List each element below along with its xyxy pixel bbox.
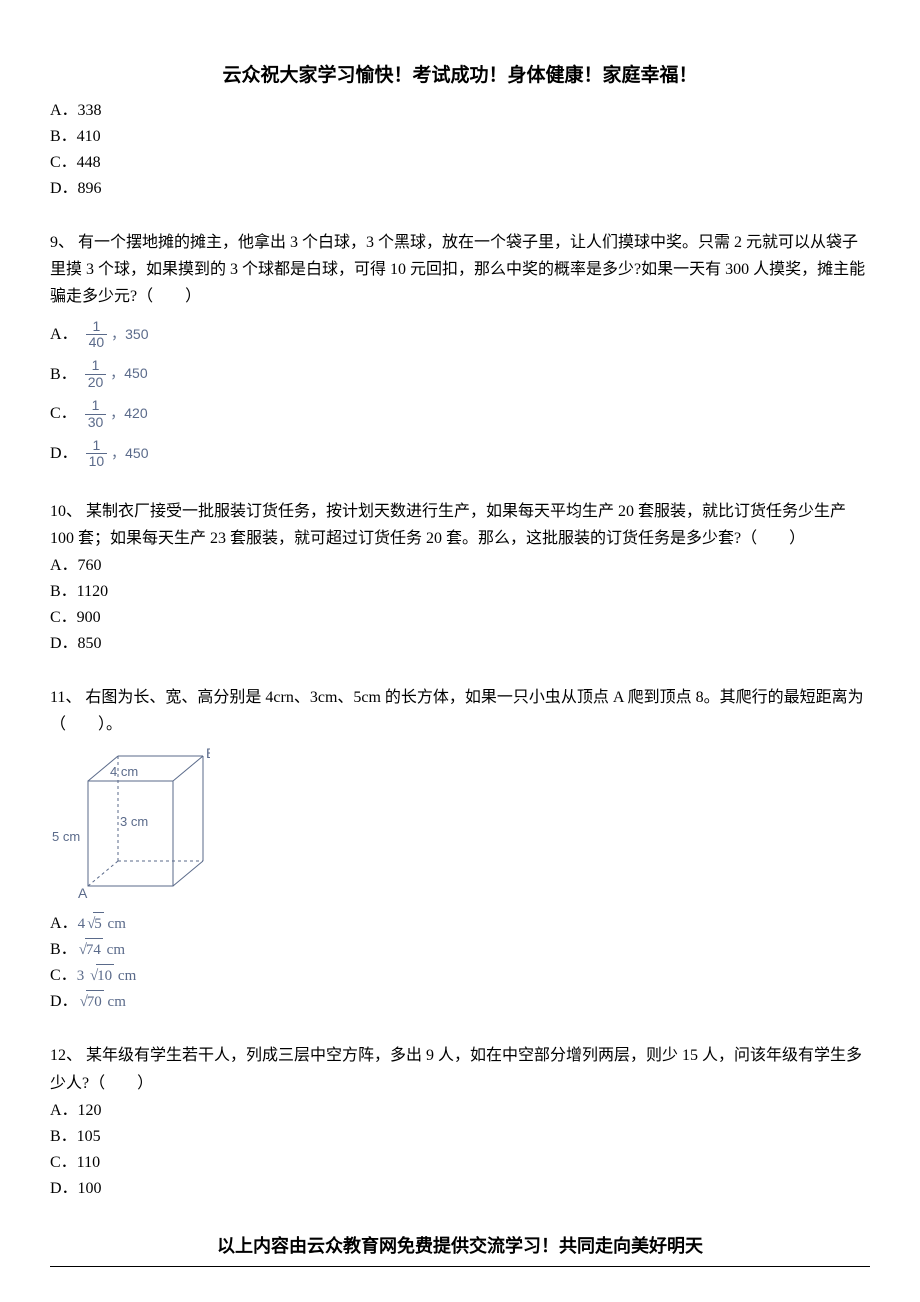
numerator: 1	[86, 319, 108, 335]
q12-option-d: D．100	[50, 1177, 870, 1201]
numerator: 1	[85, 358, 107, 374]
option-label: D．	[50, 993, 78, 1010]
q12-option-b: B．105	[50, 1125, 870, 1149]
option-label: A．	[50, 321, 78, 348]
q9-option-b: B． 1 20 ，450	[50, 358, 870, 390]
q8-option-b: B．410	[50, 125, 870, 149]
q9: 9、 有一个摆地摊的摊主，他拿出 3 个白球，3 个黑球，放在一个袋子里，让人们…	[50, 229, 870, 470]
denominator: 40	[86, 335, 108, 350]
sqrt-icon: 10	[88, 964, 114, 988]
q9-option-d: D． 1 10 ，450	[50, 438, 870, 470]
q10-option-c: C．900	[50, 606, 870, 630]
page-header: 云众祝大家学习愉快！考试成功！身体健康！家庭幸福！	[50, 60, 870, 87]
q10: 10、 某制衣厂接受一批服装订货任务，按计划天数进行生产，如果每天平均生产 20…	[50, 498, 870, 656]
numerator: 1	[86, 438, 108, 454]
radicand: 70	[86, 990, 104, 1014]
option-value: ，420	[110, 402, 147, 426]
q11-option-d: D． 70 cm	[50, 990, 870, 1014]
q9-option-c: C． 1 30 ，420	[50, 398, 870, 430]
label-5cm: 5 cm	[52, 829, 80, 844]
cuboid-figure: 4 cm 3 cm 5 cm A B	[50, 746, 210, 906]
option-value: ，450	[111, 442, 148, 466]
q11: 11、 右图为长、宽、高分别是 4crn、3cm、5cm 的长方体，如果一只小虫…	[50, 684, 870, 1014]
sqrt-icon: 74	[77, 938, 103, 962]
option-label: B．	[50, 361, 77, 388]
label-a: A	[78, 885, 88, 901]
q10-option-a: A．760	[50, 554, 870, 578]
page-footer: 以上内容由云众教育网免费提供交流学习！共同走向美好明天	[50, 1232, 870, 1267]
sqrt-icon: 5	[85, 912, 104, 936]
q10-option-d: D．850	[50, 632, 870, 656]
option-label: B．	[50, 941, 77, 958]
unit: cm	[104, 994, 126, 1010]
fraction: 1 30	[85, 398, 107, 430]
q8-option-a: A．338	[50, 99, 870, 123]
q8-option-d: D．896	[50, 177, 870, 201]
option-value: ，450	[110, 362, 147, 386]
q10-option-b: B．1120	[50, 580, 870, 604]
sqrt-icon: 70	[78, 990, 104, 1014]
q11-option-b: B． 74 cm	[50, 938, 870, 962]
denominator: 10	[86, 454, 108, 469]
q8-option-c: C．448	[50, 151, 870, 175]
q12-text: 12、 某年级有学生若干人，列成三层中空方阵，多出 9 人，如在中空部分增列两层…	[50, 1042, 870, 1096]
label-3cm: 3 cm	[120, 814, 148, 829]
label-b: B	[206, 746, 210, 761]
q11-option-a: A．45 cm	[50, 912, 870, 936]
unit: cm	[103, 942, 125, 958]
q9-option-a: A． 1 40 ，350	[50, 319, 870, 351]
option-value: ，350	[111, 323, 148, 347]
q12-option-c: C．110	[50, 1151, 870, 1175]
coef: 4	[78, 916, 86, 932]
footer-divider	[50, 1266, 870, 1267]
numerator: 1	[85, 398, 107, 414]
fraction: 1 10	[86, 438, 108, 470]
coef: 3	[77, 968, 88, 984]
q11-option-c: C．3 10 cm	[50, 964, 870, 988]
denominator: 20	[85, 375, 107, 390]
q8-options: A．338 B．410 C．448 D．896	[50, 99, 870, 201]
fraction: 1 40	[86, 319, 108, 351]
label-4cm: 4 cm	[110, 764, 138, 779]
option-label: A．	[50, 915, 78, 932]
denominator: 30	[85, 415, 107, 430]
q12: 12、 某年级有学生若干人，列成三层中空方阵，多出 9 人，如在中空部分增列两层…	[50, 1042, 870, 1200]
q10-text: 10、 某制衣厂接受一批服装订货任务，按计划天数进行生产，如果每天平均生产 20…	[50, 498, 870, 552]
footer-text: 以上内容由云众教育网免费提供交流学习！共同走向美好明天	[50, 1232, 870, 1258]
radicand: 74	[85, 938, 103, 962]
radicand: 5	[93, 912, 104, 936]
q11-text: 11、 右图为长、宽、高分别是 4crn、3cm、5cm 的长方体，如果一只小虫…	[50, 684, 870, 738]
option-label: C．	[50, 400, 77, 427]
option-label: D．	[50, 440, 78, 467]
radicand: 10	[96, 964, 114, 988]
fraction: 1 20	[85, 358, 107, 390]
option-label: C．	[50, 967, 77, 984]
q9-text: 9、 有一个摆地摊的摊主，他拿出 3 个白球，3 个黑球，放在一个袋子里，让人们…	[50, 229, 870, 311]
unit: cm	[104, 916, 126, 932]
q12-option-a: A．120	[50, 1099, 870, 1123]
unit: cm	[114, 968, 136, 984]
